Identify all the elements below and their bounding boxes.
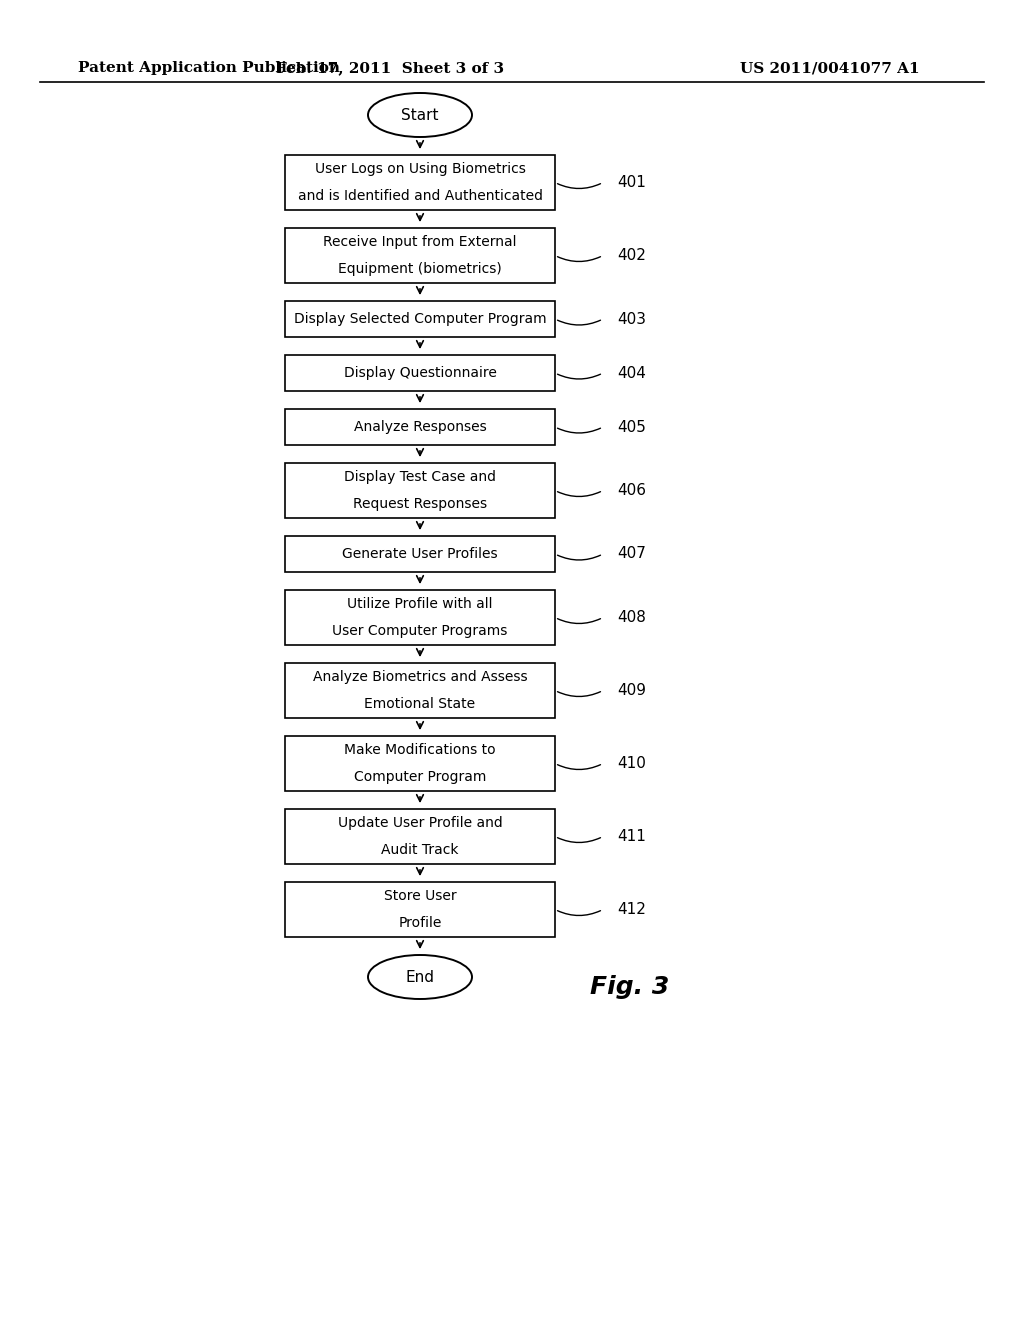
FancyBboxPatch shape: [285, 737, 555, 791]
Text: Computer Program: Computer Program: [354, 770, 486, 784]
Text: Store User: Store User: [384, 890, 457, 903]
Ellipse shape: [368, 92, 472, 137]
Text: Analyze Responses: Analyze Responses: [353, 420, 486, 434]
Text: 406: 406: [617, 483, 646, 498]
Text: 405: 405: [617, 420, 646, 434]
Text: Make Modifications to: Make Modifications to: [344, 743, 496, 758]
Text: User Computer Programs: User Computer Programs: [333, 624, 508, 638]
Text: User Logs on Using Biometrics: User Logs on Using Biometrics: [314, 162, 525, 177]
FancyBboxPatch shape: [285, 301, 555, 337]
Ellipse shape: [368, 954, 472, 999]
Text: 404: 404: [617, 366, 646, 380]
FancyBboxPatch shape: [285, 590, 555, 645]
Text: End: End: [406, 969, 434, 985]
Text: 402: 402: [617, 248, 646, 263]
FancyBboxPatch shape: [285, 355, 555, 391]
FancyBboxPatch shape: [285, 154, 555, 210]
Text: Audit Track: Audit Track: [381, 842, 459, 857]
Text: Fig. 3: Fig. 3: [590, 975, 670, 999]
Text: 410: 410: [617, 756, 646, 771]
Text: 409: 409: [617, 682, 646, 698]
Text: Display Questionnaire: Display Questionnaire: [344, 366, 497, 380]
Text: Display Test Case and: Display Test Case and: [344, 470, 496, 484]
Text: Emotional State: Emotional State: [365, 697, 475, 710]
Text: Profile: Profile: [398, 916, 441, 929]
Text: 411: 411: [617, 829, 646, 843]
Text: 403: 403: [617, 312, 646, 326]
Text: Update User Profile and: Update User Profile and: [338, 816, 503, 830]
Text: Receive Input from External: Receive Input from External: [324, 235, 517, 249]
FancyBboxPatch shape: [285, 882, 555, 937]
Text: Start: Start: [401, 107, 438, 123]
Text: Feb. 17, 2011  Sheet 3 of 3: Feb. 17, 2011 Sheet 3 of 3: [275, 61, 504, 75]
Text: Display Selected Computer Program: Display Selected Computer Program: [294, 312, 547, 326]
FancyBboxPatch shape: [285, 809, 555, 865]
Text: Patent Application Publication: Patent Application Publication: [78, 61, 340, 75]
FancyBboxPatch shape: [285, 409, 555, 445]
Text: 407: 407: [617, 546, 646, 561]
Text: Analyze Biometrics and Assess: Analyze Biometrics and Assess: [312, 671, 527, 684]
FancyBboxPatch shape: [285, 463, 555, 517]
Text: US 2011/0041077 A1: US 2011/0041077 A1: [740, 61, 920, 75]
FancyBboxPatch shape: [285, 536, 555, 572]
FancyBboxPatch shape: [285, 228, 555, 282]
Text: and is Identified and Authenticated: and is Identified and Authenticated: [298, 189, 543, 203]
Text: 412: 412: [617, 902, 646, 917]
Text: Generate User Profiles: Generate User Profiles: [342, 546, 498, 561]
Text: Utilize Profile with all: Utilize Profile with all: [347, 597, 493, 611]
Text: Request Responses: Request Responses: [353, 496, 487, 511]
Text: 401: 401: [617, 176, 646, 190]
Text: 408: 408: [617, 610, 646, 624]
Text: Equipment (biometrics): Equipment (biometrics): [338, 261, 502, 276]
FancyBboxPatch shape: [285, 663, 555, 718]
